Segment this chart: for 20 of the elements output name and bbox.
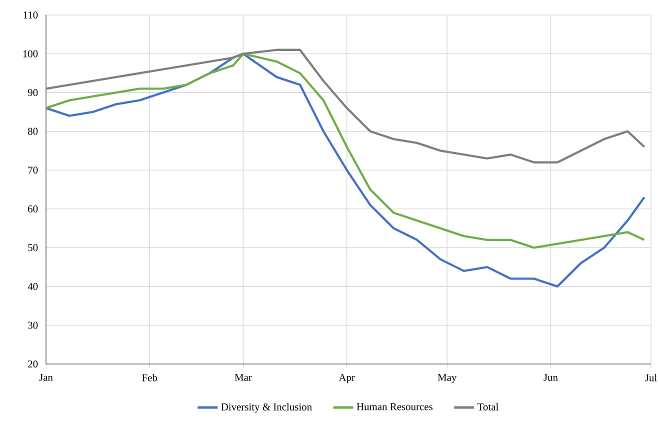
y-tick-label: 40 bbox=[28, 282, 38, 290]
x-tick-label: Jul bbox=[645, 374, 657, 382]
x-tick-label: Jan bbox=[39, 374, 53, 381]
y-tick-label: 70 bbox=[28, 166, 38, 174]
y-tick-label: 90 bbox=[28, 89, 38, 96]
x-tick-label: Jun bbox=[544, 374, 558, 381]
y-tick-label: 100 bbox=[23, 50, 38, 58]
x-tick-label: May bbox=[438, 374, 457, 384]
y-tick-label: 50 bbox=[28, 244, 38, 252]
x-tick-label: Apr bbox=[338, 374, 355, 384]
y-tick-label: 80 bbox=[28, 128, 38, 135]
legend-label: Total bbox=[477, 403, 498, 410]
y-tick-label: 110 bbox=[24, 11, 38, 19]
x-tick-label: Feb bbox=[142, 374, 158, 382]
legend-label: Diversity & Inclusion bbox=[221, 403, 312, 413]
y-tick-label: 60 bbox=[28, 205, 38, 212]
y-tick-label: 20 bbox=[28, 360, 38, 368]
legend-label: Human Resources bbox=[356, 403, 433, 410]
x-tick-label: Mar bbox=[234, 374, 252, 381]
y-tick-label: 30 bbox=[28, 322, 38, 329]
